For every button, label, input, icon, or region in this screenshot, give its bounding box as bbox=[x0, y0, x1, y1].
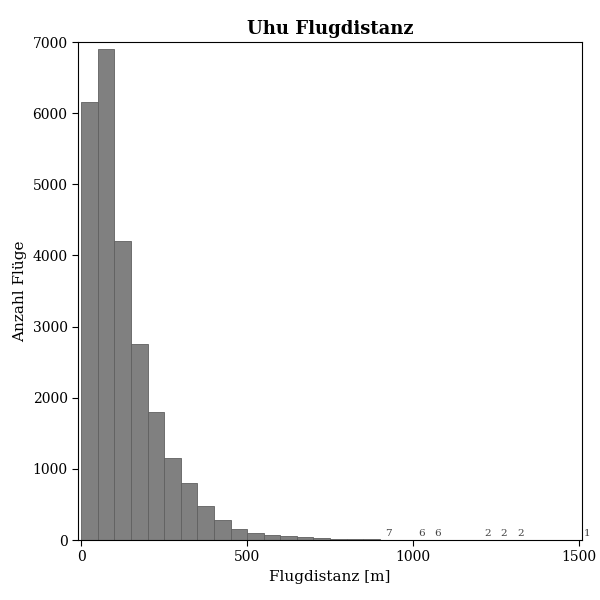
Text: 2: 2 bbox=[484, 529, 491, 538]
Bar bbox=[82, 103, 98, 540]
Y-axis label: Anzahl Flüge: Anzahl Flüge bbox=[13, 240, 27, 342]
Bar bbox=[330, 539, 347, 540]
Bar bbox=[164, 458, 181, 540]
Bar bbox=[131, 344, 148, 540]
Text: 2: 2 bbox=[517, 529, 524, 538]
Bar bbox=[197, 506, 214, 540]
Bar bbox=[347, 539, 363, 540]
Text: 6: 6 bbox=[418, 529, 424, 538]
Text: 7: 7 bbox=[385, 529, 391, 538]
Bar bbox=[297, 537, 313, 540]
Bar bbox=[148, 412, 164, 540]
Bar bbox=[98, 49, 115, 540]
Text: 2: 2 bbox=[501, 529, 508, 538]
Text: 6: 6 bbox=[434, 529, 441, 538]
Bar bbox=[247, 533, 263, 540]
Bar bbox=[313, 538, 330, 540]
Bar bbox=[181, 483, 197, 540]
Bar bbox=[230, 529, 247, 540]
Bar bbox=[363, 539, 380, 540]
Bar bbox=[263, 535, 280, 540]
Text: 1: 1 bbox=[584, 529, 590, 538]
Bar bbox=[280, 536, 297, 540]
Bar bbox=[214, 520, 230, 540]
Title: Uhu Flugdistanz: Uhu Flugdistanz bbox=[247, 20, 413, 38]
X-axis label: Flugdistanz [m]: Flugdistanz [m] bbox=[269, 570, 391, 584]
Bar bbox=[115, 241, 131, 540]
